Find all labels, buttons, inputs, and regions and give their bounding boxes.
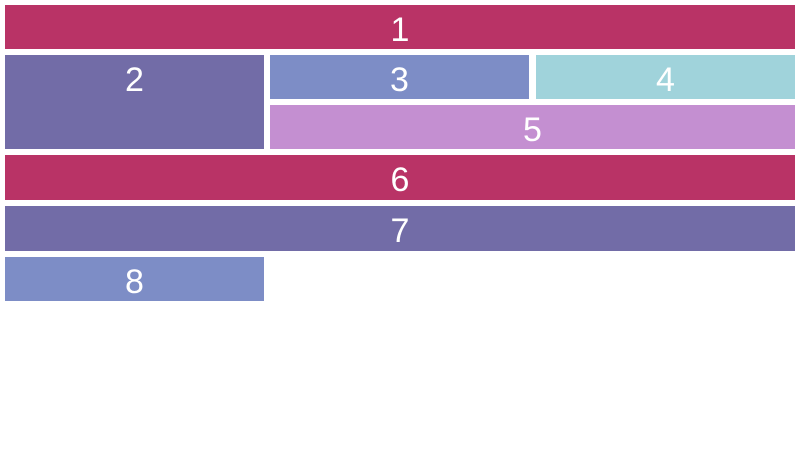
box-1: 1 bbox=[5, 5, 795, 49]
box-6-label: 6 bbox=[390, 161, 410, 199]
box-4: 4 bbox=[536, 55, 795, 99]
box-3-label: 3 bbox=[390, 61, 409, 99]
box-7: 7 bbox=[5, 206, 795, 251]
box-6: 6 bbox=[5, 155, 795, 200]
box-7-label: 7 bbox=[390, 212, 410, 250]
box-3: 3 bbox=[270, 55, 529, 99]
box-2-label: 2 bbox=[125, 61, 144, 99]
box-2: 2 bbox=[5, 55, 264, 149]
box-5: 5 bbox=[270, 105, 795, 149]
box-5-label: 5 bbox=[523, 111, 542, 149]
box-8: 8 bbox=[5, 257, 264, 301]
box-8-label: 8 bbox=[125, 263, 144, 301]
box-4-label: 4 bbox=[656, 61, 675, 99]
box-1-label: 1 bbox=[390, 11, 410, 49]
